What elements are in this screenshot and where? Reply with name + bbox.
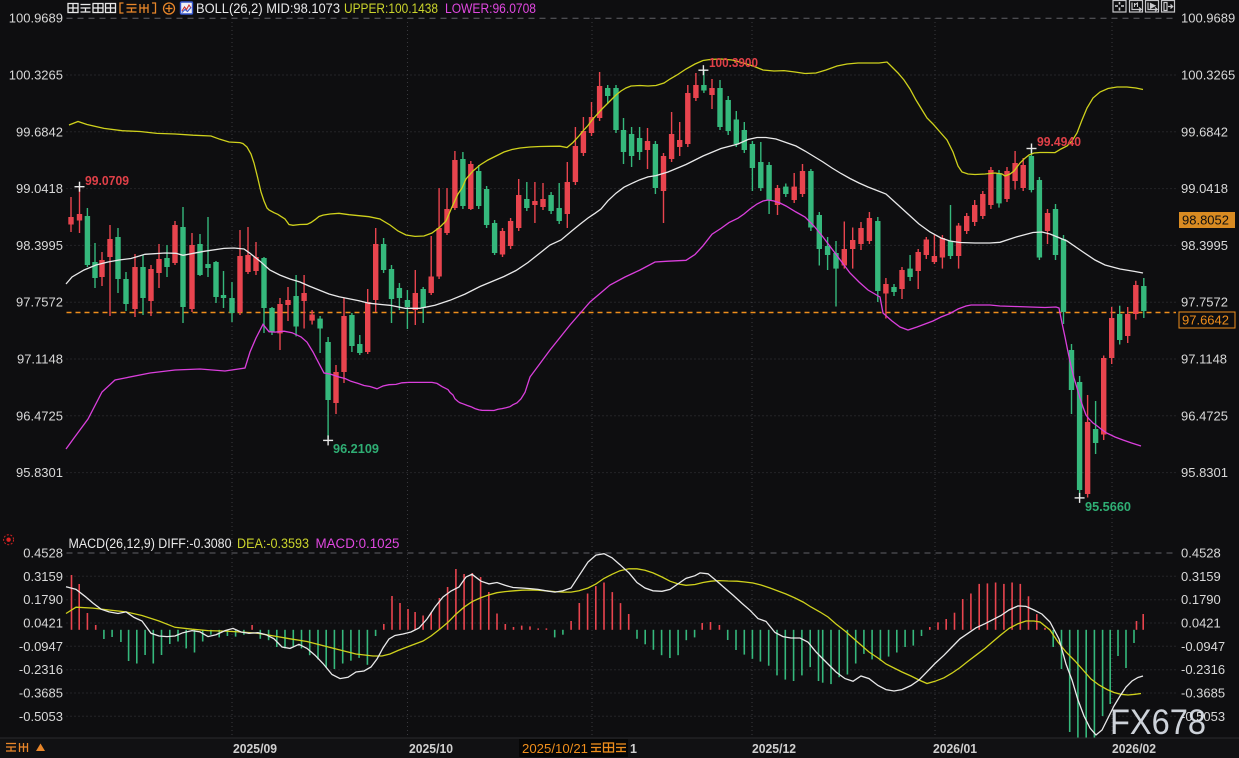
svg-text:2025/12: 2025/12: [752, 742, 796, 756]
svg-text:97.7572: 97.7572: [16, 295, 63, 310]
svg-text:-0.3685: -0.3685: [1181, 686, 1225, 701]
svg-text:MACD(26,12,9) DIFF:-0.3080: MACD(26,12,9) DIFF:-0.3080: [69, 536, 232, 551]
svg-text:99.4940: 99.4940: [1037, 134, 1081, 149]
svg-text:96.2109: 96.2109: [333, 441, 379, 456]
svg-text:-0.5053: -0.5053: [1181, 709, 1225, 724]
svg-text:-0.5053: -0.5053: [19, 709, 63, 724]
svg-text:96.4725: 96.4725: [1181, 408, 1228, 423]
svg-text:97.1148: 97.1148: [17, 352, 63, 367]
svg-text:-0.3685: -0.3685: [19, 686, 63, 701]
svg-text:97.7572: 97.7572: [1181, 295, 1228, 310]
svg-text:97.1148: 97.1148: [1181, 352, 1227, 367]
svg-text:98.3995: 98.3995: [1181, 238, 1228, 253]
svg-text:100.9689: 100.9689: [9, 11, 63, 26]
svg-text:-0.2316: -0.2316: [1181, 662, 1225, 677]
svg-text:2025/10: 2025/10: [409, 742, 453, 756]
svg-text:FX678: FX678: [1110, 703, 1206, 742]
svg-text:0.4528: 0.4528: [23, 546, 63, 561]
svg-text:99.0709: 99.0709: [85, 173, 129, 188]
svg-text:95.8301: 95.8301: [1181, 465, 1228, 480]
svg-text:UPPER:100.1438: UPPER:100.1438: [344, 1, 438, 16]
svg-text:2025/09: 2025/09: [233, 742, 277, 756]
svg-text:1: 1: [630, 742, 637, 756]
svg-text:2026/02: 2026/02: [1112, 742, 1156, 756]
svg-text:0.3159: 0.3159: [1181, 569, 1221, 584]
svg-text:-0.2316: -0.2316: [19, 662, 63, 677]
svg-text:99.6842: 99.6842: [16, 124, 63, 139]
svg-text:100.3900: 100.3900: [709, 55, 758, 70]
svg-text:LOWER:96.0708: LOWER:96.0708: [445, 1, 536, 16]
svg-text:99.0418: 99.0418: [16, 181, 63, 196]
svg-text:100.3265: 100.3265: [9, 68, 63, 83]
svg-text:0.4528: 0.4528: [1181, 546, 1221, 561]
svg-text:2026/01: 2026/01: [933, 742, 977, 756]
svg-text:97.6642: 97.6642: [1182, 313, 1229, 328]
svg-text:-0.0947: -0.0947: [19, 639, 63, 654]
svg-text:95.8301: 95.8301: [16, 465, 63, 480]
svg-text:0.0421: 0.0421: [23, 616, 63, 631]
svg-text:0.1790: 0.1790: [23, 592, 63, 607]
svg-text:MACD:0.1025: MACD:0.1025: [316, 536, 400, 551]
svg-text:0.0421: 0.0421: [1181, 616, 1221, 631]
svg-text:96.4725: 96.4725: [16, 408, 63, 423]
svg-text:99.0418: 99.0418: [1181, 181, 1228, 196]
svg-text:95.5660: 95.5660: [1085, 499, 1131, 514]
svg-text:BOLL(26,2) MID:98.1073: BOLL(26,2) MID:98.1073: [196, 1, 340, 16]
svg-text:0.1790: 0.1790: [1181, 592, 1221, 607]
svg-text:98.8052: 98.8052: [1182, 213, 1229, 228]
svg-text:2025/10/21: 2025/10/21: [522, 742, 588, 756]
svg-text:100.3265: 100.3265: [1181, 68, 1235, 83]
svg-text:98.3995: 98.3995: [16, 238, 63, 253]
svg-text:100.9689: 100.9689: [1181, 11, 1235, 26]
svg-text:DEA:-0.3593: DEA:-0.3593: [237, 536, 309, 551]
svg-text:0.3159: 0.3159: [23, 569, 63, 584]
svg-text:-0.0947: -0.0947: [1181, 639, 1225, 654]
svg-text:99.6842: 99.6842: [1181, 124, 1228, 139]
